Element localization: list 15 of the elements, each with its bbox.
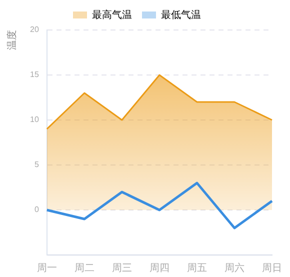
x-tick-label: 周二 [74, 262, 94, 274]
y-tick-label: 20 [30, 25, 40, 34]
y-tick-label: 5 [34, 160, 40, 170]
x-tick-label: 周六 [224, 262, 244, 274]
y-tick-label: 0 [34, 205, 40, 214]
legend-label: 最高气温 [92, 8, 132, 21]
y-tick-label: 10 [30, 115, 40, 124]
y-tick-label: 15 [30, 70, 40, 80]
x-tick-label: 周四 [149, 262, 170, 274]
legend-label: 最低气温 [161, 8, 201, 21]
y-axis-title: 温度 [6, 30, 18, 50]
x-tick-label: 周三 [112, 262, 132, 274]
x-tick-label: 周一 [36, 262, 57, 274]
x-tick-label: 周日 [262, 262, 282, 274]
x-tick-label: 周五 [186, 262, 207, 274]
